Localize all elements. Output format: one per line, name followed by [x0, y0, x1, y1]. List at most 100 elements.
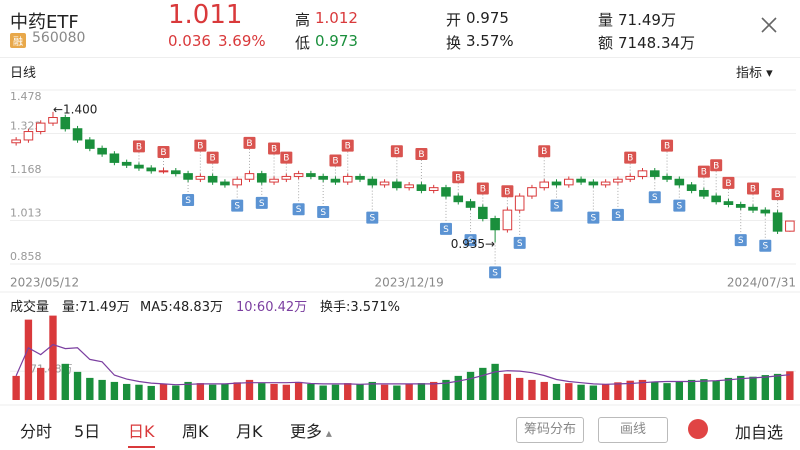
candle-body [551, 181, 562, 186]
volume-bar [712, 380, 720, 400]
signal-label: S [369, 214, 375, 224]
candle-body [392, 181, 402, 189]
signal-box [157, 146, 170, 159]
y-tick-label: 1.168 [10, 163, 42, 176]
volume-bar [614, 382, 622, 400]
candle-body [723, 201, 734, 206]
candle-body [121, 161, 132, 166]
draw-button[interactable]: 画线 [598, 417, 668, 443]
volume-bar [577, 384, 585, 400]
indicator-button[interactable]: 指标 ▾ [736, 66, 773, 81]
volume-bar [24, 319, 33, 400]
volume-bar [61, 363, 69, 400]
close-button[interactable] [760, 16, 778, 34]
signal-box [292, 203, 305, 216]
change-pct: 3.69% [218, 32, 266, 50]
record-button[interactable] [688, 419, 708, 439]
signal-label: B [246, 139, 252, 149]
volume-bar [749, 376, 757, 400]
candle-body [379, 181, 390, 186]
candle-body [600, 181, 611, 186]
signal-box [329, 154, 342, 167]
candle-body [11, 139, 21, 144]
volume-bar [491, 363, 499, 400]
candle-body [576, 178, 586, 183]
signal-label: B [701, 168, 707, 178]
add-watchlist[interactable]: 加自选 [735, 423, 784, 442]
signal-label: B [713, 161, 719, 171]
signal-label: B [283, 154, 289, 164]
low: 0.973 [315, 32, 358, 50]
turnover: 3.57% [466, 32, 514, 50]
volume-bar [651, 381, 659, 400]
volume-bar [73, 371, 82, 400]
candle-body [183, 173, 193, 180]
candle-body [686, 184, 697, 191]
volume-bar [589, 385, 598, 400]
tab[interactable]: 5日 [74, 422, 101, 441]
volume-bar [233, 382, 241, 400]
volume-bar [184, 381, 192, 400]
volume-bar [442, 379, 450, 400]
candle-body [748, 206, 758, 211]
candle-body [318, 175, 328, 180]
candle-body [269, 178, 279, 183]
signal-box [611, 208, 624, 221]
tab[interactable]: 更多 ▴ [290, 422, 332, 441]
signal-box [710, 159, 723, 172]
signal-box [501, 185, 514, 198]
signal-box [132, 140, 145, 153]
candle-body [613, 178, 623, 183]
tab[interactable]: 周K [182, 422, 209, 441]
signal-box [513, 236, 526, 249]
y-tick-label: 0.858 [10, 250, 42, 263]
volume: 71.49万 [618, 11, 676, 29]
signal-label: S [762, 242, 768, 252]
candle-body [170, 170, 181, 175]
volume-bar [122, 383, 131, 400]
signal-box [415, 148, 428, 161]
candle-body [785, 220, 795, 232]
signal-box [452, 171, 465, 184]
candle-body [662, 175, 672, 180]
signal-label: S [468, 236, 474, 246]
candle-body [306, 173, 316, 177]
volume-bar [515, 377, 524, 400]
volume-bar [294, 381, 303, 400]
signal-box [476, 182, 489, 195]
volume-bar [724, 377, 733, 400]
volume-bar [393, 385, 401, 400]
signal-box [280, 151, 293, 164]
candle-body [649, 170, 660, 177]
tab[interactable]: 月K [236, 422, 263, 441]
volume-bar [159, 383, 168, 400]
volume-bar [380, 384, 389, 400]
candle-body [195, 175, 206, 180]
signal-label: S [517, 239, 523, 249]
signal-box [759, 239, 772, 252]
label: 额 [598, 34, 614, 52]
signal-label: S [234, 202, 240, 212]
indicator-label[interactable]: 指标 [736, 66, 763, 81]
candle-body [735, 204, 746, 208]
candle-body [465, 201, 476, 208]
volume-bar [282, 384, 291, 400]
signal-box [268, 142, 281, 155]
signal-box [439, 222, 452, 235]
volume-bar [601, 383, 610, 400]
signal-box [182, 194, 195, 207]
volume-bar [663, 383, 671, 400]
signal-label: B [197, 142, 203, 152]
candle-body [760, 209, 771, 214]
y-tick-label: 1.013 [10, 207, 42, 220]
signal-box [550, 199, 563, 212]
volume-bar [258, 383, 266, 400]
candle-body [772, 212, 783, 232]
tab[interactable]: 日K [128, 418, 155, 448]
volume-bar [196, 383, 205, 400]
signal-label: B [332, 156, 338, 166]
label: 量 [598, 11, 614, 29]
tab[interactable]: 分时 [20, 422, 53, 441]
chip-button[interactable]: 筹码分布 [516, 417, 584, 443]
volume-bar [466, 371, 475, 400]
